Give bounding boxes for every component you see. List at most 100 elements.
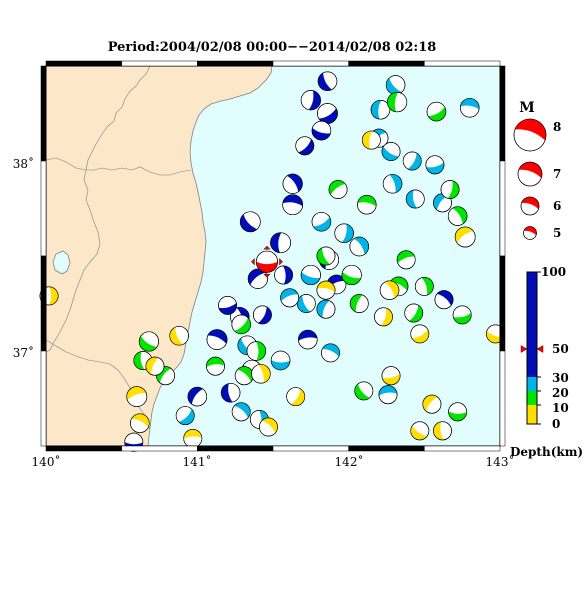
mag-legend-ball-6 [520,196,540,216]
mag-legend-ball-7 [517,161,543,187]
event-beachball [206,356,225,376]
event-beachball [381,366,401,386]
latest-event-markers [250,245,283,278]
event-beachball [274,265,293,285]
event-beachball [220,383,241,403]
event-beachball [316,299,336,319]
map-area[interactable] [39,60,506,452]
event-beachball [396,250,416,270]
event-beachball [296,294,316,313]
event-beachball [378,385,398,405]
event-beachball [387,92,408,113]
period-title: Period:2004/02/08 00:00−−2014/02/08 02:1… [108,40,437,55]
event-beachball [231,314,251,335]
event-beachball [286,387,306,407]
event-beachball [247,268,268,289]
event-beachball [183,428,203,448]
lon-tick-140: 140˚ [32,454,61,469]
event-beachball [433,421,452,441]
event-beachball [405,189,425,209]
magnitude-legend-title: M [519,100,535,116]
event-beachball [357,194,377,215]
event-beachball [206,329,228,350]
depth-label-10: 10 [552,401,569,415]
event-beachball [311,212,332,232]
event-beachball [370,99,391,120]
lat-tick-37: 37˚ [13,345,34,360]
event-beachball [349,294,369,313]
depth-label-0: 0 [552,417,560,431]
event-beachball [187,386,208,407]
event-beachball [410,421,430,441]
event-beachball [298,329,318,350]
event-beachball [385,75,406,95]
event-beachball [440,180,460,199]
axis-labels: 140˚ 141˚ 142˚ 143˚ 38˚ 37˚ [13,156,515,469]
lat-tick-38: 38˚ [13,156,34,171]
latest-event-pointer [263,245,271,250]
event-beachball [280,288,300,308]
event-beachball [169,326,189,346]
event-beachball [282,194,304,216]
mag-label-7: 7 [553,167,561,181]
mag-label-8: 8 [553,120,561,134]
event-beachball [410,324,430,344]
event-beachball [425,155,445,175]
lon-tick-142: 142˚ [335,454,364,469]
event-beachball [145,356,165,376]
event-beachball [447,206,468,226]
depth-color-scale: 100 50 30 20 10 0 Depth(km) [510,265,583,459]
event-beachball [349,236,369,257]
event-beachball [300,90,321,111]
lon-tick-143: 143˚ [486,454,515,469]
depth-label-30: 30 [552,371,569,385]
land-mass [46,66,273,446]
event-beachball [270,232,291,254]
event-beachball [130,413,150,433]
lon-tick-141: 141˚ [183,454,212,469]
event-beachball [282,173,303,194]
event-beachball [404,303,424,323]
event-beachball [175,406,195,426]
event-beachball [374,307,393,327]
mag-label-6: 6 [553,199,561,213]
event-beachball [321,343,340,363]
event-beachball [253,305,272,325]
event-beachball [426,101,447,122]
event-beachball [452,305,472,325]
event-beachball [434,290,454,310]
event-beachball [317,103,338,124]
depth-label-100: 100 [541,265,566,279]
event-beachball [246,341,267,361]
depth-band-deep [527,272,537,342]
event-markers [39,71,505,452]
event-beachball [300,264,321,286]
event-beachball [311,120,332,141]
event-beachball [270,350,291,371]
event-beachball [316,280,336,300]
depth-band-30-20 [527,377,537,391]
event-beachball [234,366,254,386]
event-beachball [382,174,403,194]
event-beachball [317,71,338,91]
inland-lake [52,250,71,275]
mag-legend-ball-5 [523,226,537,240]
depth-label-50: 50 [552,342,569,356]
event-beachball [414,276,434,296]
event-beachball [316,246,336,266]
prefecture-borders [46,66,192,431]
event-beachball [251,364,271,384]
event-beachball [126,386,148,407]
depth-marker [520,345,544,353]
depth-band-10-0 [527,405,537,424]
event-beachball [138,331,159,352]
event-beachball [295,136,315,156]
event-beachball [334,223,354,243]
depth-scale-title: Depth(km) [510,445,583,459]
depth-scale-frame [526,271,538,425]
event-beachball [341,264,362,286]
latest-event-pointer [279,258,283,266]
latest-event-pointer [263,274,271,278]
mag-legend-ball-8 [513,118,547,152]
event-beachball [422,394,442,414]
